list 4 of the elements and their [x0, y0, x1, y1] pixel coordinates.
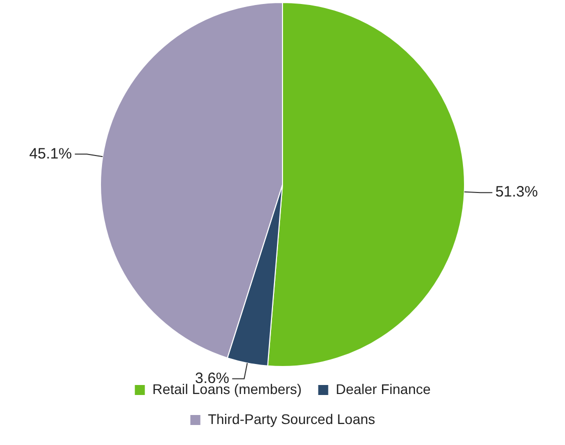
data-label: 51.3% — [495, 184, 538, 201]
legend-label: Third-Party Sourced Loans — [208, 410, 376, 427]
legend-label: Dealer Finance — [336, 380, 431, 397]
data-label: 45.1% — [29, 145, 72, 162]
